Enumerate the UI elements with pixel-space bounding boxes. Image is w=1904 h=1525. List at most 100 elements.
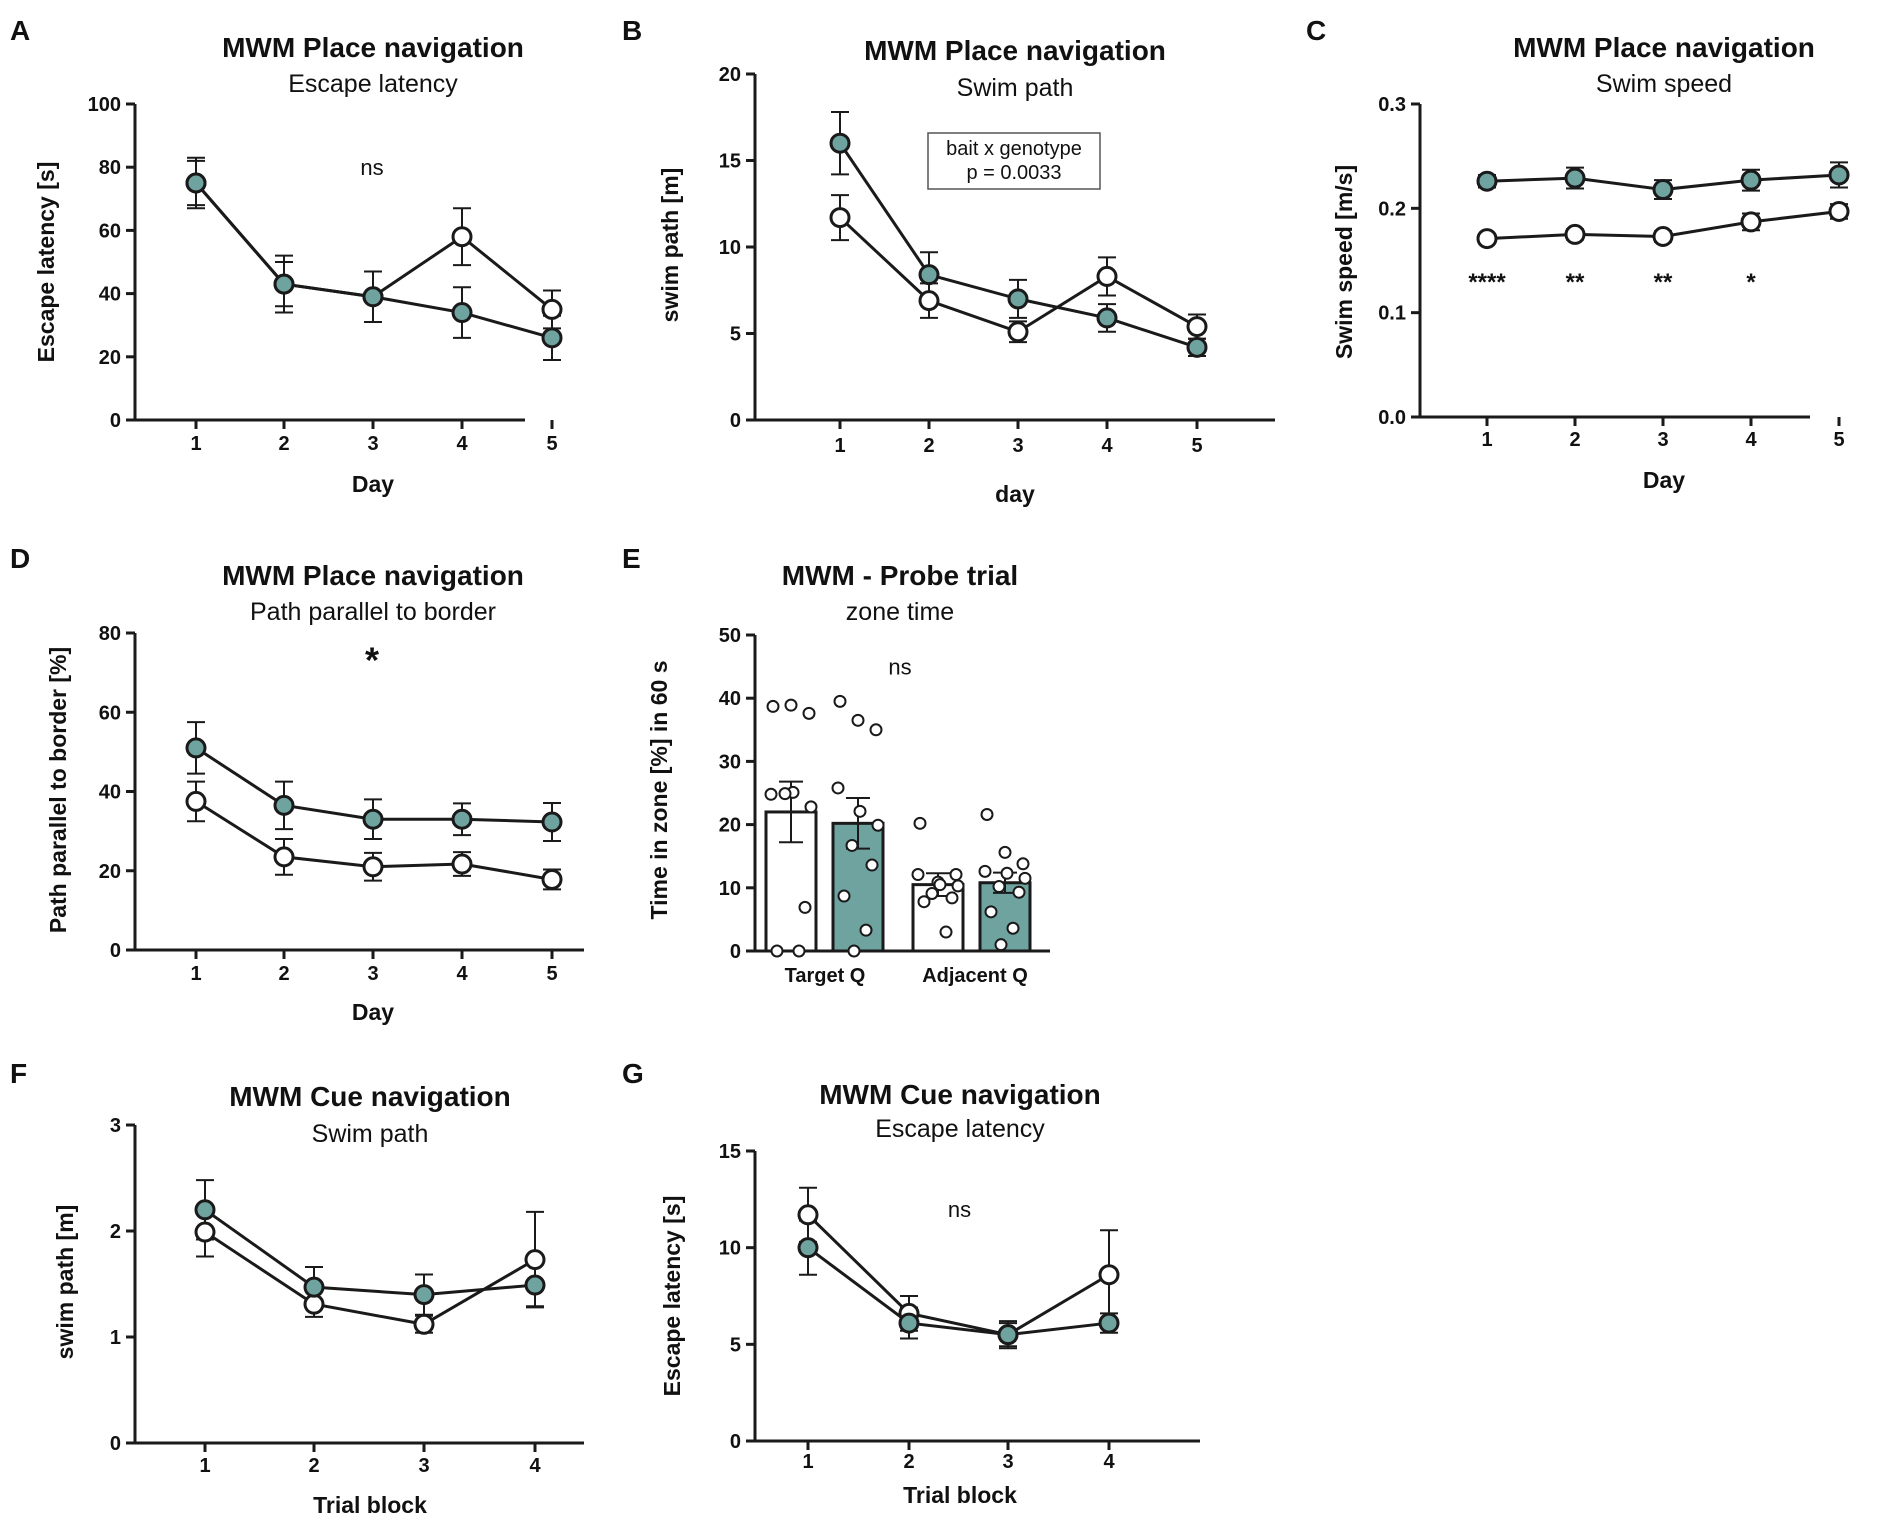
series-line-control	[806, 1213, 1110, 1337]
x-tick-label: 3	[367, 433, 378, 455]
y-tick-label: 15	[719, 151, 741, 173]
data-point-genotype	[898, 1312, 920, 1334]
individual-point	[980, 807, 994, 821]
x-tick-label: 1	[834, 435, 845, 457]
individual-point	[1018, 871, 1032, 885]
data-point-control	[303, 1293, 325, 1315]
y-axis-label: Swim speed [m/s]	[1331, 165, 1357, 359]
individual-point	[770, 944, 784, 958]
y-tick-label: 0	[110, 410, 121, 432]
y-tick-label: 0	[730, 410, 741, 432]
x-tick-label: 3	[1002, 1451, 1013, 1473]
x-tick-label: 4	[456, 963, 468, 985]
data-point-control	[451, 226, 473, 248]
chart-panel-c: C MWM Place navigation Swim speed Day Swim s…	[1306, 15, 1850, 493]
x-tick-label: 4	[1103, 1451, 1115, 1473]
chart-panel-g: G MWM Cue navigation Escape latency Trial b…	[622, 1058, 1200, 1508]
x-tick-label: 3	[418, 1455, 429, 1477]
chart-title: MWM Place navigation	[222, 32, 524, 63]
x-tick-label: 2	[903, 1451, 914, 1473]
data-point-genotype	[185, 172, 207, 194]
annotation-text: ns	[888, 655, 911, 680]
x-tick-label: 2	[308, 1455, 319, 1477]
y-tick-label: 2	[110, 1221, 121, 1243]
y-tick-label: 20	[719, 815, 741, 837]
series-line-genotype	[807, 1246, 1110, 1337]
chart-subtitle: Swim speed	[1596, 70, 1732, 98]
data-point-control	[1828, 200, 1850, 222]
individual-point	[992, 880, 1006, 894]
y-tick-label: 40	[99, 284, 121, 306]
x-axis-label: Day	[1643, 467, 1685, 493]
data-point-genotype	[918, 264, 940, 286]
chart-title: MWM Place navigation	[864, 35, 1166, 66]
x-tick-label: 2	[1569, 429, 1580, 451]
individual-point	[831, 781, 845, 795]
individual-point	[913, 816, 927, 830]
data-point-genotype	[1740, 169, 1762, 191]
data-point-control	[829, 207, 851, 229]
individual-point	[939, 925, 953, 939]
y-axis-label: swim path [m]	[52, 1205, 78, 1360]
y-tick-label: 0	[110, 940, 121, 962]
x-tick-label: 3	[1012, 435, 1023, 457]
stats-box-line1: bait x genotype	[946, 138, 1082, 160]
significance-marker: *	[1746, 269, 1756, 296]
x-axis-label: Day	[352, 471, 394, 497]
significance-marker: **	[1566, 269, 1585, 296]
y-tick-label: 0	[730, 1431, 741, 1453]
chart-title: MWM Cue navigation	[229, 1081, 511, 1112]
y-tick-label: 0.1	[1378, 303, 1406, 325]
data-point-control	[185, 790, 207, 812]
x-tick-label: 5	[1833, 429, 1844, 451]
individual-point	[766, 699, 780, 713]
y-tick-label: 3	[110, 1115, 121, 1137]
significance-marker: ****	[1468, 269, 1506, 296]
data-point-control	[194, 1221, 216, 1243]
individual-point	[859, 923, 873, 937]
x-tick-label: 5	[546, 963, 557, 985]
panel-label: C	[1306, 15, 1326, 46]
chart-subtitle: Swim path	[957, 74, 1074, 102]
chart-panel-a: A MWM Place navigation Escape latency Day Es…	[10, 15, 563, 497]
x-tick-label: 3	[1657, 429, 1668, 451]
y-tick-label: 0	[730, 941, 741, 963]
chart-title: MWM Place navigation	[222, 560, 524, 591]
data-point-control	[797, 1204, 819, 1226]
data-point-genotype	[451, 302, 473, 324]
chart-subtitle: zone time	[846, 598, 954, 626]
panel-label: B	[622, 15, 642, 46]
data-point-genotype	[273, 273, 295, 295]
individual-point	[951, 879, 965, 893]
x-tick-label: Adjacent Q	[922, 965, 1028, 987]
data-point-control	[541, 298, 563, 320]
individual-point	[792, 944, 806, 958]
data-point-genotype	[1476, 170, 1498, 192]
individual-point	[998, 845, 1012, 859]
data-point-genotype	[524, 1274, 546, 1296]
x-tick-label: 4	[456, 433, 468, 455]
individual-point	[871, 818, 885, 832]
x-tick-label: Target Q	[785, 965, 866, 987]
x-tick-label: 2	[278, 433, 289, 455]
individual-point	[1016, 857, 1030, 871]
y-tick-label: 0.2	[1378, 198, 1406, 220]
data-point-genotype	[451, 808, 473, 830]
x-tick-label: 5	[1191, 435, 1202, 457]
panel-label: F	[10, 1058, 27, 1089]
y-tick-label: 40	[719, 688, 741, 710]
individual-point	[804, 800, 818, 814]
data-point-genotype	[303, 1276, 325, 1298]
data-point-genotype	[1098, 1312, 1120, 1334]
x-tick-label: 4	[1101, 435, 1113, 457]
x-tick-label: 2	[923, 435, 934, 457]
data-point-control	[451, 853, 473, 875]
individual-point	[833, 694, 847, 708]
chart-subtitle: Swim path	[312, 1120, 429, 1148]
data-point-genotype	[1186, 336, 1208, 358]
individual-point	[925, 886, 939, 900]
y-axis-label: Escape latency [s]	[33, 162, 59, 363]
chart-title: MWM Place navigation	[1513, 32, 1815, 63]
y-tick-label: 60	[99, 702, 121, 724]
data-point-genotype	[413, 1284, 435, 1306]
